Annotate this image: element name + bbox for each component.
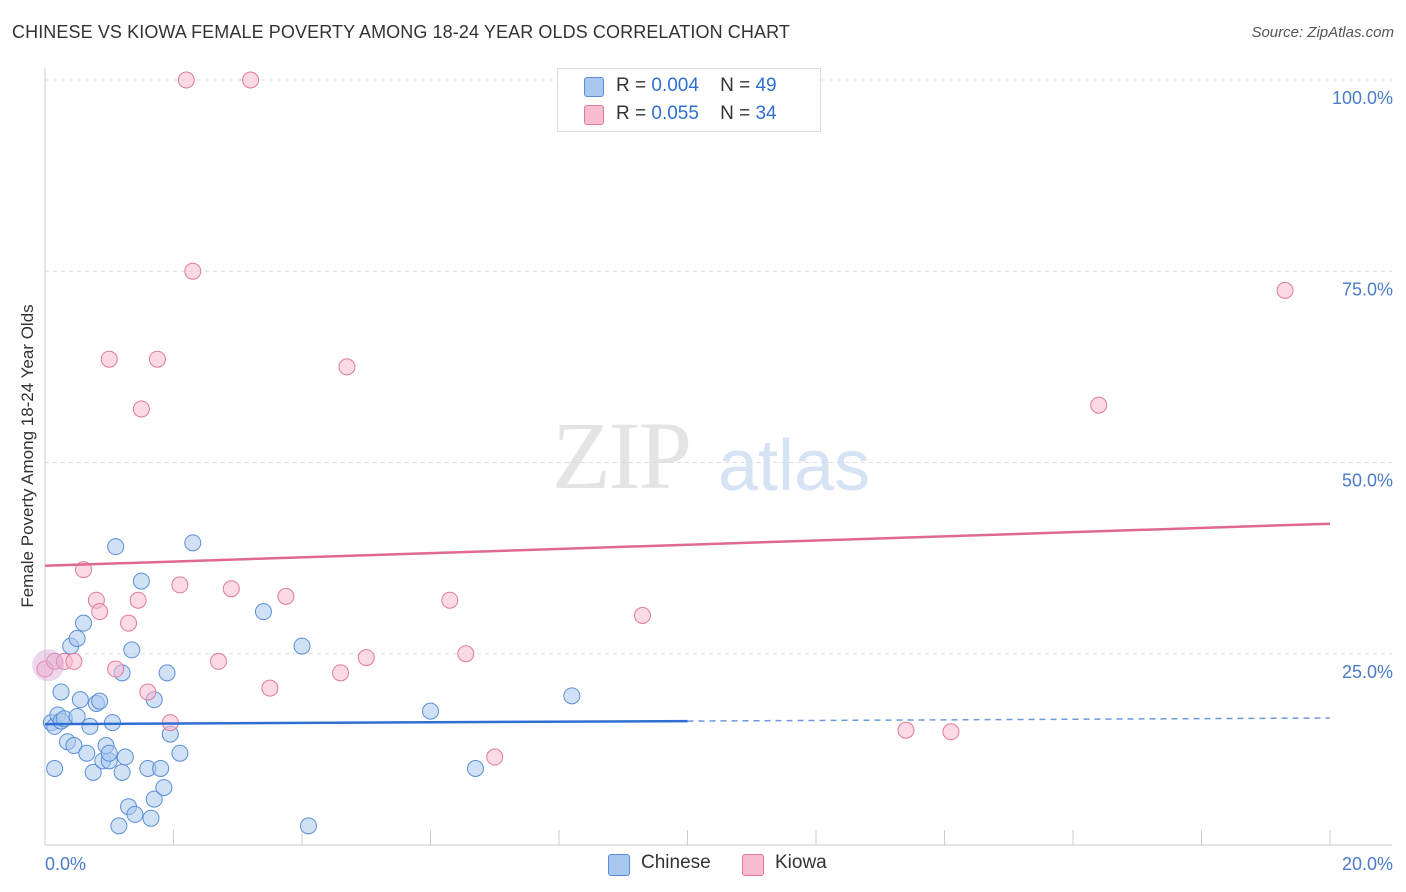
data-point-kiowa (897, 721, 915, 739)
data-point-chinese (113, 763, 131, 781)
data-point-chinese (299, 817, 317, 835)
legend-n-value: 49 (755, 75, 777, 96)
chart-source: Source: ZipAtlas.com (1251, 24, 1394, 41)
data-point-kiowa (139, 683, 157, 701)
data-point-chinese (110, 817, 128, 835)
data-point-chinese (171, 744, 189, 762)
chart-title: CHINESE VS KIOWA FEMALE POVERTY AMONG 18… (12, 22, 790, 42)
data-point-kiowa (129, 591, 147, 609)
data-point-chinese (71, 691, 89, 709)
data-point-chinese (293, 637, 311, 655)
data-point-kiowa (148, 350, 166, 368)
data-point-chinese (132, 572, 150, 590)
bottom-legend-swatch-chinese (608, 854, 630, 876)
legend-n-label: N = (720, 103, 751, 124)
bottom-legend-swatch-kiowa (742, 854, 764, 876)
x-tick-label: 0.0% (45, 854, 86, 874)
data-point-chinese (75, 614, 93, 632)
legend-r-value: 0.004 (651, 75, 699, 96)
data-point-chinese (81, 717, 99, 735)
data-point-chinese (116, 748, 134, 766)
watermark-zip: ZIP (552, 402, 692, 509)
legend-r-label: R = (616, 75, 647, 96)
watermark-atlas: atlas (718, 426, 871, 506)
data-point-kiowa (457, 645, 475, 663)
data-point-kiowa (171, 576, 189, 594)
x-tick-label: 20.0% (1342, 854, 1393, 874)
data-point-chinese (65, 737, 83, 755)
data-point-chinese (46, 760, 64, 777)
data-point-kiowa (261, 679, 279, 697)
data-point-kiowa (942, 723, 960, 741)
data-point-chinese (123, 641, 141, 659)
bottom-legend-label-chinese: Chinese (641, 852, 711, 873)
data-point-chinese (563, 687, 581, 705)
data-point-kiowa (332, 664, 350, 682)
data-point-chinese (422, 702, 439, 720)
data-point-chinese (155, 779, 173, 797)
data-point-chinese (91, 692, 109, 710)
data-point-kiowa (634, 607, 652, 624)
data-point-chinese (142, 809, 160, 827)
legend-swatch-kiowa (584, 105, 604, 125)
y-tick-label: 100.0% (1332, 88, 1393, 108)
data-point-kiowa (242, 71, 260, 89)
trendline-kiowa (44, 522, 1331, 568)
data-point-kiowa (120, 614, 138, 632)
data-point-chinese (100, 744, 118, 762)
legend-n-label: N = (720, 75, 751, 96)
data-point-kiowa (177, 71, 195, 89)
data-point-chinese (78, 744, 96, 762)
data-point-cluster (32, 649, 65, 682)
data-point-kiowa (277, 587, 295, 605)
y-tick-label: 50.0% (1342, 471, 1393, 491)
data-point-chinese (184, 534, 202, 552)
data-point-kiowa (209, 652, 227, 670)
data-point-kiowa (184, 262, 202, 280)
legend-swatch-chinese (584, 77, 604, 97)
data-point-chinese (158, 664, 176, 682)
data-point-kiowa (100, 350, 118, 368)
data-point-kiowa (441, 591, 459, 609)
data-point-chinese (84, 763, 102, 781)
data-point-kiowa (1090, 396, 1108, 414)
correlation-legend: R = 0.004 N = 49 R = 0.055 N = 34 (557, 68, 821, 132)
data-point-kiowa (486, 748, 504, 766)
data-point-kiowa (1276, 281, 1294, 299)
data-point-chinese (466, 760, 484, 777)
data-point-chinese (107, 538, 125, 556)
y-tick-label: 75.0% (1342, 279, 1393, 299)
bottom-legend-label-kiowa: Kiowa (775, 852, 827, 873)
data-point-chinese (52, 683, 70, 701)
data-point-chinese (68, 629, 86, 647)
data-point-kiowa (338, 358, 356, 376)
data-point-kiowa (107, 660, 125, 678)
data-point-chinese (152, 760, 170, 777)
legend-n-value: 34 (755, 103, 777, 124)
data-point-kiowa (357, 649, 375, 667)
data-point-kiowa (222, 580, 240, 598)
data-point-kiowa (91, 603, 109, 621)
trendline-chinese-projection (687, 717, 1331, 722)
data-point-chinese (254, 603, 272, 621)
data-point-chinese (126, 805, 144, 823)
legend-r-value: 0.055 (651, 103, 699, 124)
data-point-chinese (145, 790, 163, 808)
y-tick-label: 25.0% (1342, 662, 1393, 682)
legend-r-label: R = (616, 103, 647, 124)
data-point-kiowa (132, 400, 150, 418)
trendline-chinese (44, 719, 688, 726)
data-point-kiowa (65, 652, 83, 670)
